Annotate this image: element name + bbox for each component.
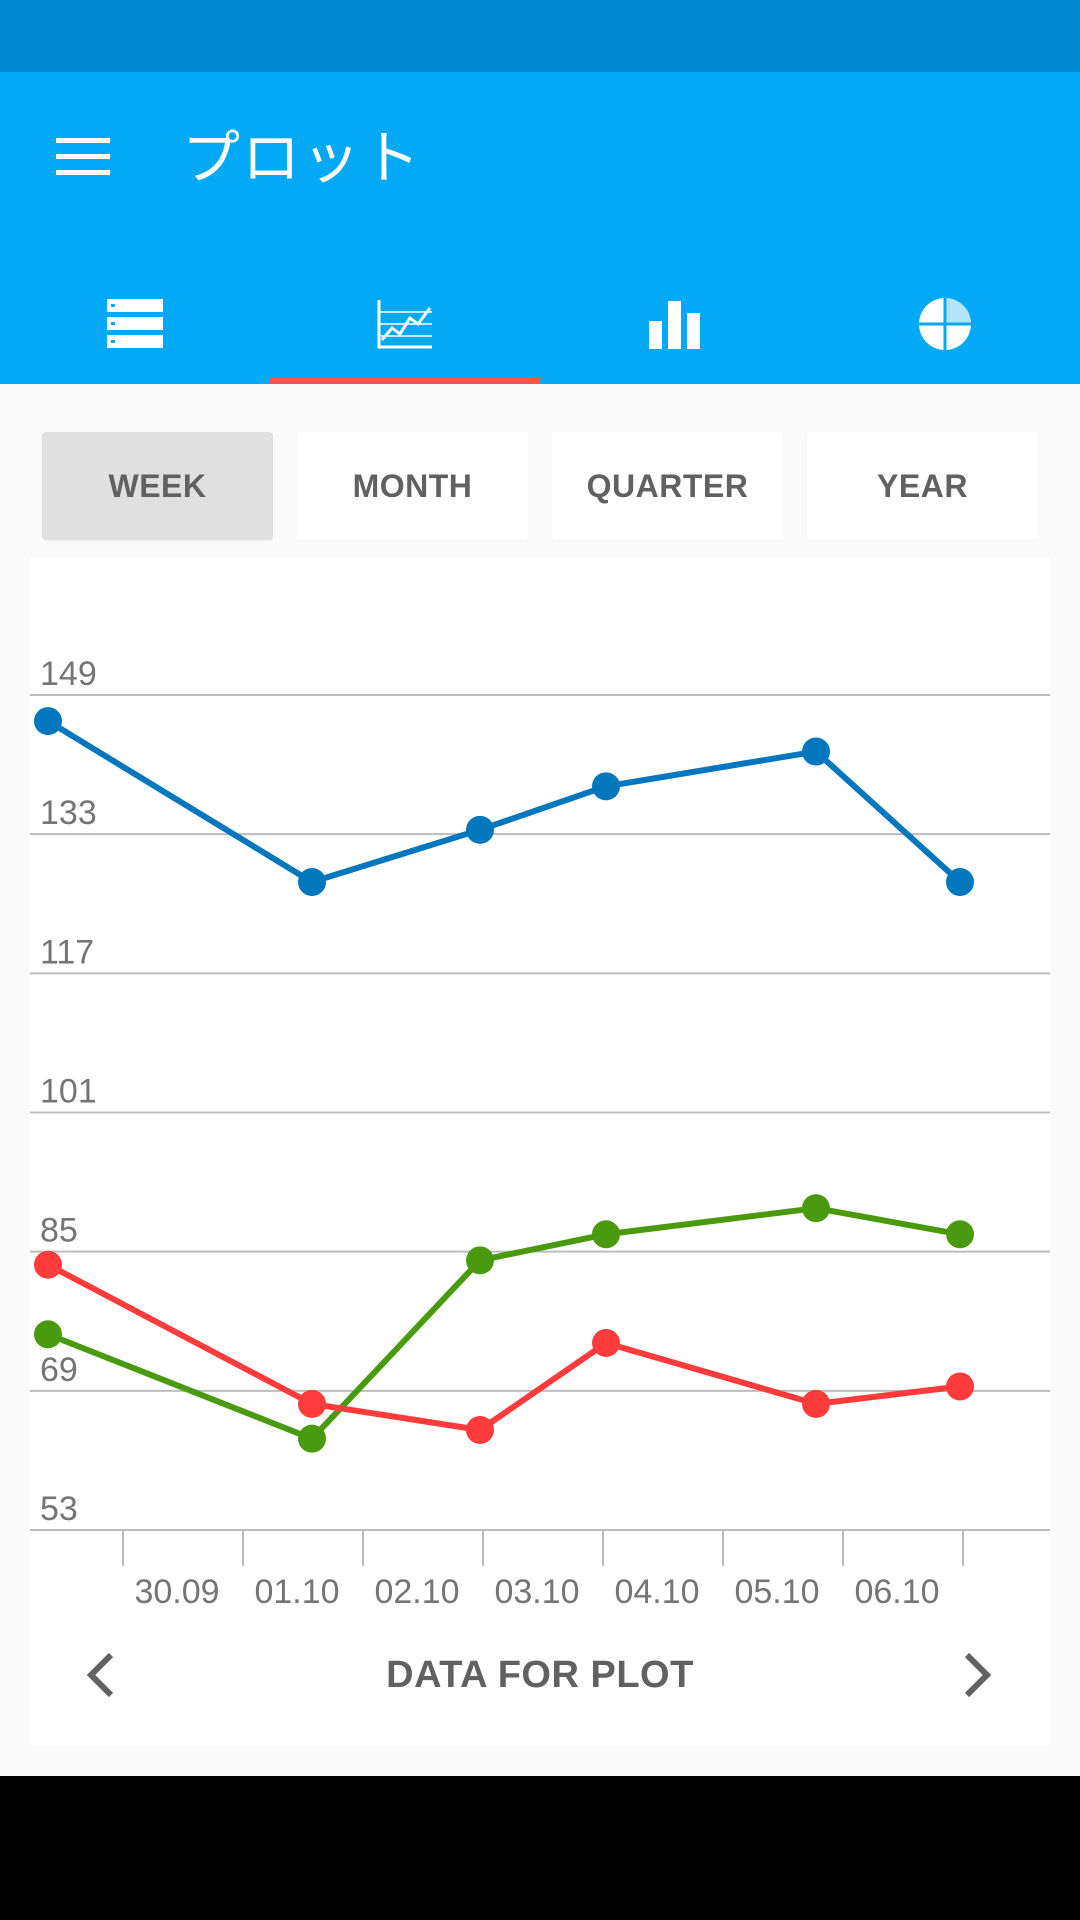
data-point [466,1415,494,1444]
plot-navigation: DATA FOR PLOT [30,1625,1050,1725]
x-tick-label: 05.10 [734,1573,819,1611]
y-tick-label: 133 [40,794,97,832]
data-point [592,1220,620,1249]
y-tick-label: 85 [40,1212,78,1250]
status-bar [0,0,1080,72]
tab-pie-chart[interactable] [810,264,1080,384]
x-tick-label: 04.10 [614,1573,699,1611]
plot-title: DATA FOR PLOT [386,1653,694,1696]
y-tick-label: 117 [40,933,94,971]
hamburger-menu-icon [56,138,110,175]
series-line [46,718,963,886]
data-point [802,737,830,766]
data-point [946,868,974,897]
list-icon [107,299,163,348]
data-point [298,868,326,897]
line-chart-icon [377,300,432,349]
data-point [592,1328,620,1357]
chevron-left-icon [86,1652,114,1698]
data-point [298,1424,326,1453]
app-bar: プロット [0,72,1080,384]
period-week-button[interactable]: WEEK [42,432,273,540]
y-tick-label: 69 [40,1351,78,1389]
menu-button[interactable] [40,112,128,200]
pie-chart-icon [919,298,971,350]
data-point [466,1246,494,1275]
period-month-button[interactable]: MONTH [297,432,528,540]
x-tick-label: 01.10 [254,1573,339,1611]
x-tick-label: 30.09 [134,1573,219,1611]
bar-chart-icon [649,301,700,349]
y-tick-label: 149 [40,655,97,693]
data-point [466,815,494,844]
chevron-right-icon [964,1652,992,1698]
data-point [298,1389,326,1418]
data-point [592,772,620,801]
tab-list[interactable] [0,264,270,384]
x-tick-label: 03.10 [494,1573,579,1611]
data-point [802,1389,830,1418]
y-tick-label: 101 [40,1073,97,1111]
prev-button[interactable] [63,1637,139,1713]
data-point [34,1320,62,1349]
next-button[interactable] [939,1637,1015,1713]
series-line [46,1205,961,1442]
data-point [946,1220,974,1249]
tab-indicator [270,378,540,384]
tab-line-chart[interactable] [270,264,540,384]
y-tick-label: 53 [40,1490,78,1528]
x-tick-label: 02.10 [374,1573,459,1611]
period-quarter-button[interactable]: QUARTER [552,432,783,540]
app-title: プロット [182,124,423,192]
navigation-bar [0,1776,1080,1920]
data-point [34,1250,62,1279]
series-line [46,1262,961,1433]
data-point [34,707,62,736]
data-point [946,1372,974,1401]
x-tick-label: 06.10 [854,1573,939,1611]
line-chart: 149 133 117 101 85 69 53 30.09 01.10 02.10 03.10 04… [30,655,1050,1611]
data-point [802,1194,830,1223]
chart-card: 149 133 117 101 85 69 53 30.09 01.10 02.10 03.10 04… [30,558,1050,1745]
tab-bar-chart[interactable] [540,264,810,384]
period-year-button[interactable]: YEAR [807,432,1038,540]
